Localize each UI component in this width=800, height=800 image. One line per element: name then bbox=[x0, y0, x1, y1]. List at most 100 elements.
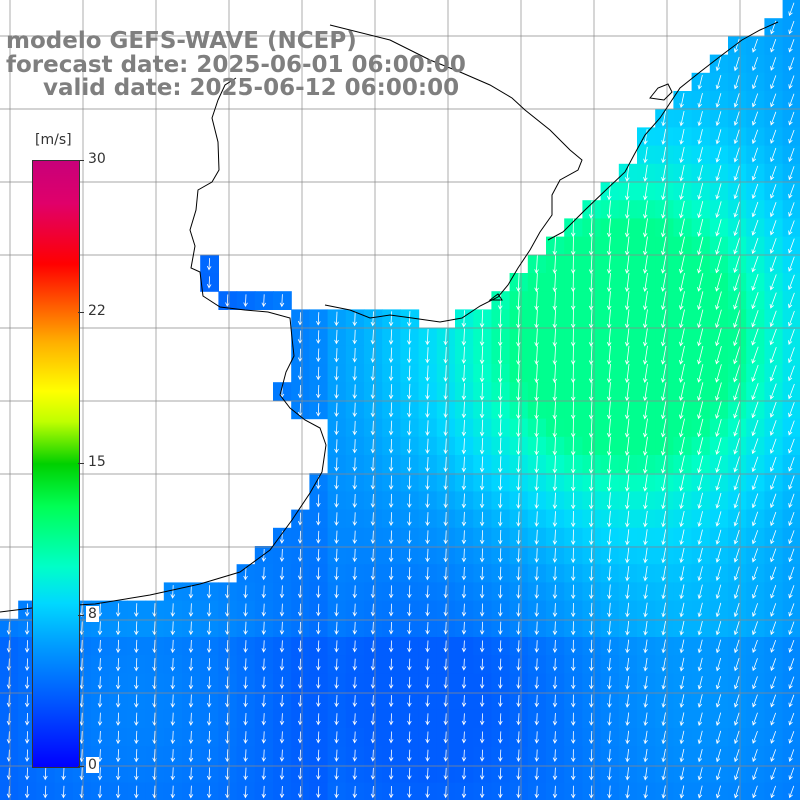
wind-arrow bbox=[243, 785, 248, 799]
wind-arrow bbox=[679, 785, 685, 799]
wind-arrow bbox=[697, 694, 703, 708]
wind-arrow bbox=[516, 456, 521, 473]
wind-arrow bbox=[461, 364, 467, 383]
wind-arrow bbox=[661, 712, 666, 727]
wind-arrow bbox=[388, 402, 394, 418]
wind-arrow bbox=[552, 511, 558, 528]
wind-arrow bbox=[115, 785, 121, 799]
wind-arrow bbox=[679, 182, 685, 201]
wind-arrow bbox=[24, 712, 30, 726]
wind-arrow bbox=[552, 455, 558, 474]
wind-arrow bbox=[498, 493, 503, 509]
wind-arrow bbox=[770, 584, 777, 599]
wind-arrow bbox=[316, 585, 321, 599]
colorbar-tick-label: 15 bbox=[86, 454, 108, 470]
wind-arrow bbox=[624, 291, 630, 311]
wind-arrow bbox=[715, 547, 722, 563]
wind-arrow bbox=[297, 512, 303, 526]
wind-arrow bbox=[625, 492, 630, 510]
wind-arrow bbox=[370, 658, 376, 671]
wind-arrow bbox=[334, 530, 339, 545]
wind-arrow bbox=[733, 474, 740, 491]
wind-arrow bbox=[461, 621, 467, 635]
wind-arrow bbox=[751, 292, 759, 310]
wind-arrow bbox=[352, 384, 357, 400]
wind-arrow bbox=[225, 767, 230, 781]
wind-arrow bbox=[297, 713, 303, 726]
wind-arrow bbox=[388, 530, 394, 545]
wind-arrow bbox=[733, 273, 741, 292]
wind-arrow bbox=[697, 291, 704, 311]
wind-arrow bbox=[679, 492, 685, 510]
wind-arrow bbox=[679, 437, 685, 456]
wind-arrow bbox=[407, 767, 412, 780]
wind-arrow bbox=[697, 201, 704, 219]
wind-arrow bbox=[534, 291, 539, 311]
wind-arrow bbox=[751, 147, 759, 163]
wind-arrow bbox=[661, 620, 666, 636]
wind-arrow bbox=[316, 567, 321, 581]
wind-arrow bbox=[188, 676, 194, 690]
wind-arrow bbox=[770, 93, 777, 108]
wind-arrow bbox=[733, 401, 741, 419]
wind-arrow bbox=[279, 640, 285, 653]
wind-arrow bbox=[733, 93, 740, 108]
wind-arrow bbox=[715, 309, 722, 329]
wind-arrow bbox=[751, 219, 759, 236]
wind-arrow bbox=[751, 566, 758, 581]
wind-arrow bbox=[625, 473, 630, 492]
wind-arrow bbox=[733, 255, 741, 273]
wind-arrow bbox=[425, 603, 430, 617]
wind-arrow bbox=[370, 767, 376, 780]
colorbar-unit: [m/s] bbox=[33, 132, 74, 148]
wind-arrow bbox=[606, 200, 612, 219]
wind-arrow bbox=[679, 639, 685, 654]
wind-arrow bbox=[679, 309, 685, 329]
wind-arrow bbox=[588, 272, 594, 293]
wind-arrow bbox=[588, 455, 594, 474]
wind-arrow bbox=[661, 128, 667, 145]
wind-arrow bbox=[479, 382, 485, 401]
wind-arrow bbox=[679, 200, 685, 219]
wind-arrow bbox=[643, 657, 648, 672]
wind-arrow bbox=[461, 566, 467, 581]
wind-arrow bbox=[552, 272, 558, 293]
wind-arrow bbox=[552, 566, 558, 581]
wind-arrow bbox=[479, 566, 485, 581]
wind-arrow bbox=[769, 238, 777, 254]
wind-arrow bbox=[334, 713, 339, 726]
wind-arrow bbox=[770, 785, 776, 799]
colorbar-tick-mark bbox=[78, 311, 84, 313]
wind-arrow bbox=[679, 584, 685, 600]
wind-arrow bbox=[661, 566, 666, 582]
wind-arrow bbox=[734, 767, 740, 781]
wind-arrow bbox=[61, 767, 66, 781]
wind-speed-cell bbox=[782, 782, 800, 800]
wind-arrow bbox=[425, 786, 430, 799]
wind-arrow bbox=[788, 274, 795, 291]
wind-arrow bbox=[279, 585, 285, 599]
wind-arrow bbox=[388, 713, 394, 726]
wind-arrow bbox=[643, 584, 648, 600]
wind-arrow bbox=[715, 455, 722, 473]
wind-arrow bbox=[188, 749, 194, 763]
wind-arrow bbox=[661, 639, 666, 654]
wind-arrow bbox=[751, 129, 759, 145]
wind-arrow bbox=[588, 254, 594, 274]
wind-arrow bbox=[697, 309, 704, 329]
wind-arrow bbox=[188, 767, 194, 781]
wind-arrow bbox=[115, 730, 121, 745]
wind-arrow bbox=[479, 401, 485, 419]
wind-arrow bbox=[407, 548, 412, 563]
wind-arrow bbox=[24, 603, 30, 617]
wind-arrow bbox=[733, 219, 740, 237]
wind-arrow bbox=[552, 639, 558, 654]
wind-arrow bbox=[188, 621, 194, 636]
wind-arrow bbox=[407, 493, 412, 509]
wind-arrow bbox=[261, 785, 267, 799]
wind-arrow bbox=[679, 291, 685, 311]
wind-arrow bbox=[751, 474, 759, 491]
wind-arrow bbox=[443, 749, 449, 762]
wind-arrow bbox=[679, 165, 685, 182]
wind-arrow bbox=[788, 147, 795, 163]
